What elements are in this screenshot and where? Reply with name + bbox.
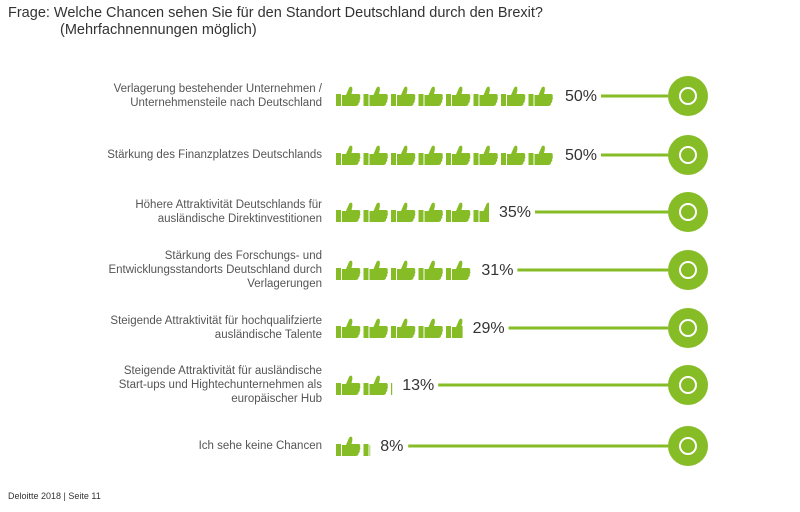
pictogram-bar — [335, 317, 463, 339]
category-label: Ich sehe keine Chancen — [198, 440, 322, 452]
value-label: 13% — [402, 377, 434, 394]
chart-title: Frage: Welche Chancen sehen Sie für den … — [8, 5, 543, 21]
icon-glyph — [679, 376, 697, 394]
icon-circle — [668, 365, 708, 405]
category-label: Steigende Attraktivität für ausländische… — [118, 365, 322, 405]
chart-subtitle: (Mehrfachnennungen möglich) — [60, 22, 257, 38]
value-label: 31% — [481, 262, 513, 279]
value-label: 35% — [499, 204, 531, 221]
pictogram-bar — [335, 201, 489, 223]
pictogram-bar — [335, 259, 472, 281]
category-label: Verlagerung bestehender Unternehmen / Un… — [113, 83, 322, 109]
pictogram-bar — [335, 435, 371, 457]
pictogram-row — [335, 374, 393, 396]
pictogram-row — [335, 85, 555, 107]
pictogram-row — [335, 144, 555, 166]
category-label: Stärkung des Forschungs- und Entwicklung… — [108, 250, 322, 290]
category-label: Steigende Attraktivität für hochqualifzi… — [110, 315, 322, 341]
value-label: 50% — [565, 88, 597, 105]
icon-glyph — [679, 261, 697, 279]
pictogram-bar — [335, 144, 555, 166]
pictogram-bar — [335, 85, 555, 107]
icon-circle — [668, 135, 708, 175]
value-label: 8% — [380, 438, 403, 455]
value-label: 50% — [565, 147, 597, 164]
icon-circle — [668, 192, 708, 232]
icon-glyph — [679, 319, 697, 337]
icon-glyph — [679, 437, 697, 455]
icon-circle — [668, 250, 708, 290]
value-label: 29% — [473, 320, 505, 337]
icon-circle — [668, 426, 708, 466]
pictogram-row — [335, 201, 489, 223]
icon-glyph — [679, 146, 697, 164]
source-note: Deloitte 2018 | Seite 11 — [8, 491, 101, 501]
pictogram-row — [335, 259, 472, 281]
pictogram-bar — [335, 374, 393, 396]
icon-glyph — [679, 87, 697, 105]
category-label: Stärkung des Finanzplatzes Deutschlands — [107, 149, 322, 161]
icon-glyph — [679, 203, 697, 221]
icon-circle — [668, 308, 708, 348]
category-label: Höhere Attraktivität Deutschlands für au… — [135, 199, 322, 225]
pictogram-row — [335, 435, 371, 457]
icon-circle — [668, 76, 708, 116]
pictogram-row — [335, 317, 463, 339]
